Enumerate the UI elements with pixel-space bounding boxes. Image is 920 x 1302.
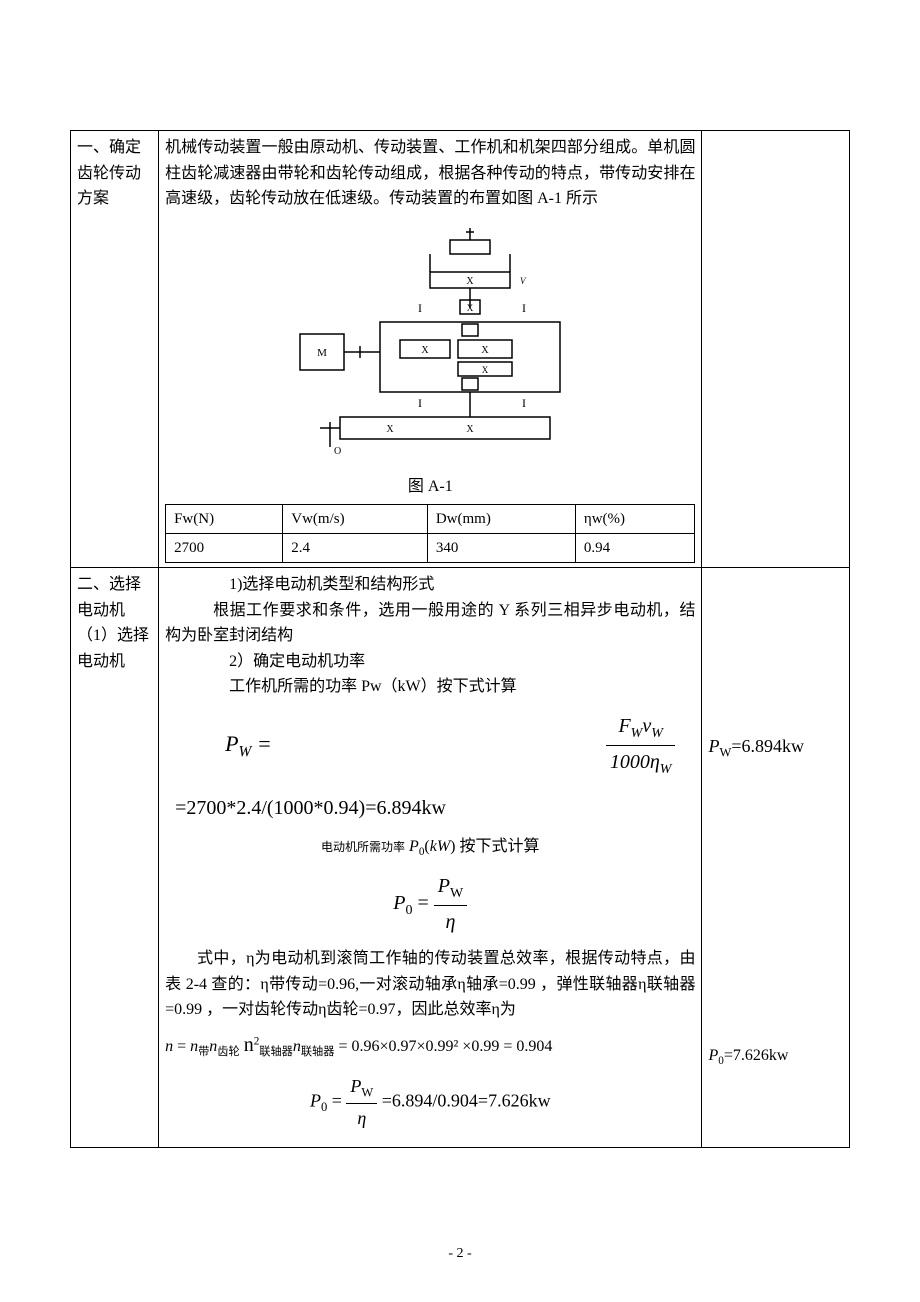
svg-text:I: I (522, 396, 526, 410)
params-table: Fw(N) Vw(m/s) Dw(mm) ηw(%) 2700 2.4 340 … (165, 504, 695, 563)
line2-num: 2）确定电动机功率 (165, 649, 695, 675)
th-dw: Dw(mm) (427, 504, 575, 533)
figure-caption: 图 A-1 (165, 474, 695, 500)
pw-calc: =2700*2.4/(1000*0.94)=6.894kw (165, 792, 695, 824)
svg-text:I: I (522, 301, 526, 315)
transmission-diagram: X V X I I (270, 222, 590, 462)
p0-calc: P0 = PW η =6.894/0.904=7.626kw (165, 1072, 695, 1133)
efficiency-para: 式中，η为电动机到滚筒工作轴的传动装置总效率，根据传动特点，由表 2-4 查的：… (165, 946, 695, 1023)
th-etaw: ηw(%) (575, 504, 695, 533)
line1-num: 1)选择电动机类型和结构形式 (165, 572, 695, 598)
section2-body-cell: 1)选择电动机类型和结构形式 根据工作要求和条件，选用一般用途的 Y 系列三相异… (159, 567, 702, 1147)
svg-text:M: M (317, 347, 327, 359)
page-number: - 2 - (0, 1246, 920, 1262)
section1-heading-cell: 一、确定齿轮传动方案 (71, 131, 159, 568)
svg-text:X: X (467, 424, 475, 435)
svg-text:X: X (422, 345, 430, 356)
svg-text:O: O (334, 446, 341, 457)
section2-heading: 二、选择电动机 (77, 572, 152, 623)
eta-expansion: n = n带n齿轮 n2联轴器n联轴器 = 0.96×0.97×0.99² ×0… (165, 1029, 695, 1062)
svg-text:V: V (520, 276, 527, 286)
section2-right-cell: PW=6.894kw P0=7.626kw (702, 567, 850, 1147)
pw-lhs: PW = (225, 726, 272, 765)
result-p0: P0=7.626kw (708, 1043, 843, 1071)
line1-body: 根据工作要求和条件，选用一般用途的 Y 系列三相异步电动机，结构为卧室封闭结构 (165, 598, 695, 649)
td-etaw: 0.94 (575, 533, 695, 562)
th-vw: Vw(m/s) (283, 504, 428, 533)
pw-rhs-frac: FWvW 1000ηW (606, 710, 676, 782)
svg-text:X: X (482, 365, 489, 375)
p0-equation: P0 = PW η (165, 870, 695, 938)
svg-text:X: X (467, 276, 475, 287)
td-dw: 340 (427, 533, 575, 562)
line2-body: 工作机所需的功率 Pw（kW）按下式计算 (165, 674, 695, 700)
td-fw: 2700 (166, 533, 283, 562)
layout-table: 一、确定齿轮传动方案 机械传动装置一般由原动机、传动装置、工作机和机架四部分组成… (70, 130, 850, 1148)
th-fw: Fw(N) (166, 504, 283, 533)
p0-intro: 电动机所需功率 P0(kW) 按下式计算 (165, 834, 695, 862)
section2-heading-cell: 二、选择电动机 （1）选择电动机 (71, 567, 159, 1147)
section1-right-cell (702, 131, 850, 568)
svg-text:I: I (418, 301, 422, 315)
pw-equation: PW = FWvW 1000ηW (165, 700, 695, 792)
section1-body-cell: 机械传动装置一般由原动机、传动装置、工作机和机架四部分组成。单机圆柱齿轮减速器由… (159, 131, 702, 568)
svg-text:X: X (387, 424, 395, 435)
section2-subheading: （1）选择电动机 (77, 623, 152, 674)
result-pw: PW=6.894kw (708, 732, 843, 763)
svg-text:X: X (482, 345, 490, 356)
section1-body: 机械传动装置一般由原动机、传动装置、工作机和机架四部分组成。单机圆柱齿轮减速器由… (165, 135, 695, 212)
section1-heading: 一、确定齿轮传动方案 (77, 135, 152, 212)
svg-text:X: X (467, 303, 474, 313)
svg-text:I: I (418, 396, 422, 410)
td-vw: 2.4 (283, 533, 428, 562)
figure-a1: X V X I I (165, 222, 695, 471)
